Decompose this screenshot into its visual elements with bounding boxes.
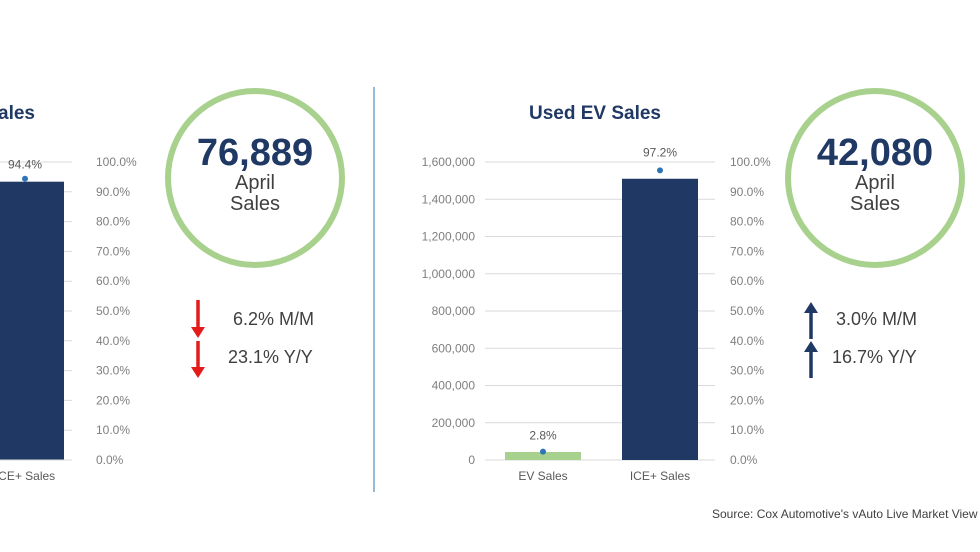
right-axis-tick: 70.0% bbox=[96, 244, 130, 258]
kpi-line1: April bbox=[855, 172, 895, 194]
arrow-down-icon bbox=[191, 300, 205, 338]
change-yy: 23.1% Y/Y bbox=[228, 347, 313, 367]
share-label: 97.2% bbox=[643, 145, 677, 159]
right-axis-tick: 100.0% bbox=[96, 155, 137, 169]
share-label: 2.8% bbox=[529, 429, 557, 443]
right-axis-tick: 80.0% bbox=[96, 215, 130, 229]
right-axis-tick: 10.0% bbox=[96, 423, 130, 437]
kpi-line1: April bbox=[235, 172, 275, 194]
share-point bbox=[657, 167, 663, 174]
change-mm: 6.2% M/M bbox=[233, 309, 314, 329]
left-axis-tick: 1,400,000 bbox=[422, 192, 476, 206]
kpi-value: 76,889 bbox=[197, 132, 313, 174]
right-axis-tick: 0.0% bbox=[96, 453, 124, 467]
right-axis-tick: 100.0% bbox=[730, 155, 771, 169]
change-yy: 16.7% Y/Y bbox=[832, 347, 917, 367]
left-axis-right: 1,600,000 1,400,000 1,200,000 1,000,000 800,… bbox=[422, 155, 476, 467]
category-label: ICE+ Sales bbox=[630, 469, 690, 483]
right-axis-left: 100.0% 90.0% 80.0% 70.0% 60.0% 50.0% 40.0% 30.0… bbox=[96, 155, 137, 467]
right-axis-tick: 70.0% bbox=[730, 244, 764, 258]
left-axis-tick: 200,000 bbox=[432, 416, 476, 430]
kpi-ring bbox=[165, 88, 345, 268]
kpi-ring-left: 76,889 April Sales bbox=[165, 88, 345, 268]
share-point bbox=[22, 175, 28, 182]
bar-ice-sales bbox=[622, 178, 698, 460]
right-axis-tick: 40.0% bbox=[96, 334, 130, 348]
share-point bbox=[540, 448, 546, 455]
category-label: EV Sales bbox=[518, 469, 567, 483]
panel-new-ev: ales 94.4% ICE+ Sales 100.0% 90.0% 80.0% 70.… bbox=[0, 88, 345, 483]
right-axis-tick: 60.0% bbox=[96, 274, 130, 288]
arrow-head bbox=[804, 302, 818, 313]
kpi-value: 42,080 bbox=[817, 132, 933, 174]
right-axis-tick: 60.0% bbox=[730, 274, 764, 288]
bar-ice-sales bbox=[0, 181, 64, 461]
right-axis-right: 100.0% 90.0% 80.0% 70.0% 60.0% 50.0% 40.0% 30.0… bbox=[730, 155, 771, 467]
right-axis-tick: 50.0% bbox=[96, 304, 130, 318]
arrow-up-icon bbox=[804, 341, 818, 378]
arrow-up-icon bbox=[804, 302, 818, 339]
kpi-ring-right: 42,080 April Sales bbox=[785, 88, 965, 268]
left-axis-tick: 800,000 bbox=[432, 304, 476, 318]
panel-title-left: ales bbox=[0, 103, 35, 124]
arrow-head bbox=[191, 367, 205, 378]
right-axis-tick: 40.0% bbox=[730, 334, 764, 348]
arrow-head bbox=[191, 327, 205, 338]
source-note: Source: Cox Automotive's vAuto Live Mark… bbox=[712, 507, 978, 521]
right-axis-tick: 90.0% bbox=[96, 185, 130, 199]
right-axis-tick: 30.0% bbox=[96, 364, 130, 378]
change-mm: 3.0% M/M bbox=[836, 309, 917, 329]
bar-ev-sales bbox=[505, 451, 581, 460]
right-axis-tick: 30.0% bbox=[730, 364, 764, 378]
left-axis-tick: 600,000 bbox=[432, 341, 476, 355]
changes-right: 3.0% M/M 16.7% Y/Y bbox=[804, 302, 917, 378]
left-axis-tick: 1,200,000 bbox=[422, 230, 476, 244]
plot-area-right: 2.8% EV Sales 97.2% ICE+ Sales bbox=[505, 145, 698, 483]
left-axis-tick: 1,000,000 bbox=[422, 267, 476, 281]
plot-area-left: 94.4% ICE+ Sales bbox=[0, 158, 72, 483]
left-axis-tick: 400,000 bbox=[432, 379, 476, 393]
arrow-down-icon bbox=[191, 341, 205, 378]
right-axis-tick: 80.0% bbox=[730, 215, 764, 229]
category-label: ICE+ Sales bbox=[0, 469, 55, 483]
right-axis-tick: 90.0% bbox=[730, 185, 764, 199]
right-axis-tick: 10.0% bbox=[730, 423, 764, 437]
panel-used-ev: Used EV Sales 1,600,000 1,400,000 1,200,00… bbox=[422, 88, 965, 483]
kpi-ring bbox=[785, 88, 965, 268]
changes-left: 6.2% M/M 23.1% Y/Y bbox=[191, 300, 314, 378]
panel-title-right: Used EV Sales bbox=[529, 103, 661, 124]
right-axis-tick: 20.0% bbox=[730, 393, 764, 407]
share-label: 94.4% bbox=[8, 158, 42, 172]
right-axis-tick: 20.0% bbox=[96, 393, 130, 407]
arrow-head bbox=[804, 341, 818, 352]
kpi-line2: Sales bbox=[850, 193, 900, 215]
right-axis-tick: 0.0% bbox=[730, 453, 758, 467]
left-axis-tick: 0 bbox=[468, 453, 475, 467]
kpi-line2: Sales bbox=[230, 193, 280, 215]
right-axis-tick: 50.0% bbox=[730, 304, 764, 318]
left-axis-tick: 1,600,000 bbox=[422, 155, 476, 169]
